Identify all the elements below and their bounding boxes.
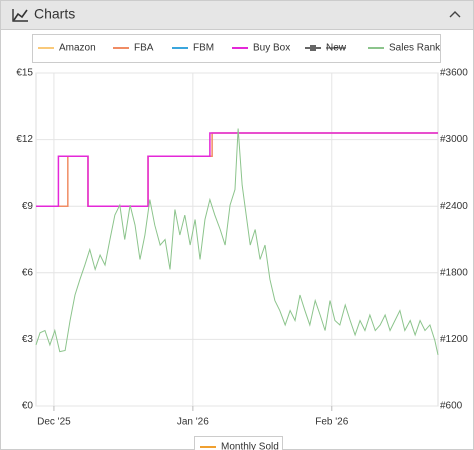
legend-item[interactable]: FBM xyxy=(172,43,214,54)
legend-label: FBM xyxy=(193,43,214,54)
y2-tick-label: #1800 xyxy=(440,267,468,278)
legend-label: FBA xyxy=(134,43,154,54)
legend-label: New xyxy=(326,43,347,54)
collapse-caret[interactable] xyxy=(449,11,461,18)
price-line xyxy=(36,132,438,207)
legend-item[interactable]: Sales Rank xyxy=(368,43,441,54)
y-tick-label: €15 xyxy=(16,68,33,79)
y2-tick-label: #600 xyxy=(440,401,463,412)
rank-line xyxy=(35,128,439,356)
y2-tick-label: #3600 xyxy=(440,68,468,79)
legend-label: Buy Box xyxy=(253,43,290,54)
legend-marker xyxy=(310,45,316,51)
next-legend-box xyxy=(194,436,283,450)
header-title: Charts xyxy=(34,6,75,22)
panel-header[interactable] xyxy=(0,0,474,30)
legend-item[interactable]: Amazon xyxy=(38,43,96,54)
chart-icon xyxy=(13,9,28,21)
legend-item[interactable]: New xyxy=(305,43,347,54)
legend-label: Sales Rank xyxy=(389,43,441,54)
y2-tick-label: #2400 xyxy=(440,201,468,212)
legend-label: Amazon xyxy=(59,43,96,54)
y2-tick-label: #3000 xyxy=(440,134,468,145)
x-tick-label: Dec '25 xyxy=(37,417,71,428)
y-tick-label: €3 xyxy=(22,334,34,345)
next-legend-label: Monthly Sold xyxy=(221,442,279,450)
chart-icon-axes xyxy=(12,9,28,22)
y-tick-label: €12 xyxy=(16,134,33,145)
y-tick-label: €0 xyxy=(22,401,34,412)
legend-item[interactable]: FBA xyxy=(113,43,154,54)
y2-tick-label: #1200 xyxy=(440,334,468,345)
x-tick-label: Jan '26 xyxy=(177,417,209,428)
y-tick-label: €9 xyxy=(22,201,34,212)
legend-item[interactable]: Buy Box xyxy=(232,43,290,54)
x-tick-label: Feb '26 xyxy=(315,417,348,428)
y-tick-label: €6 xyxy=(22,267,34,278)
